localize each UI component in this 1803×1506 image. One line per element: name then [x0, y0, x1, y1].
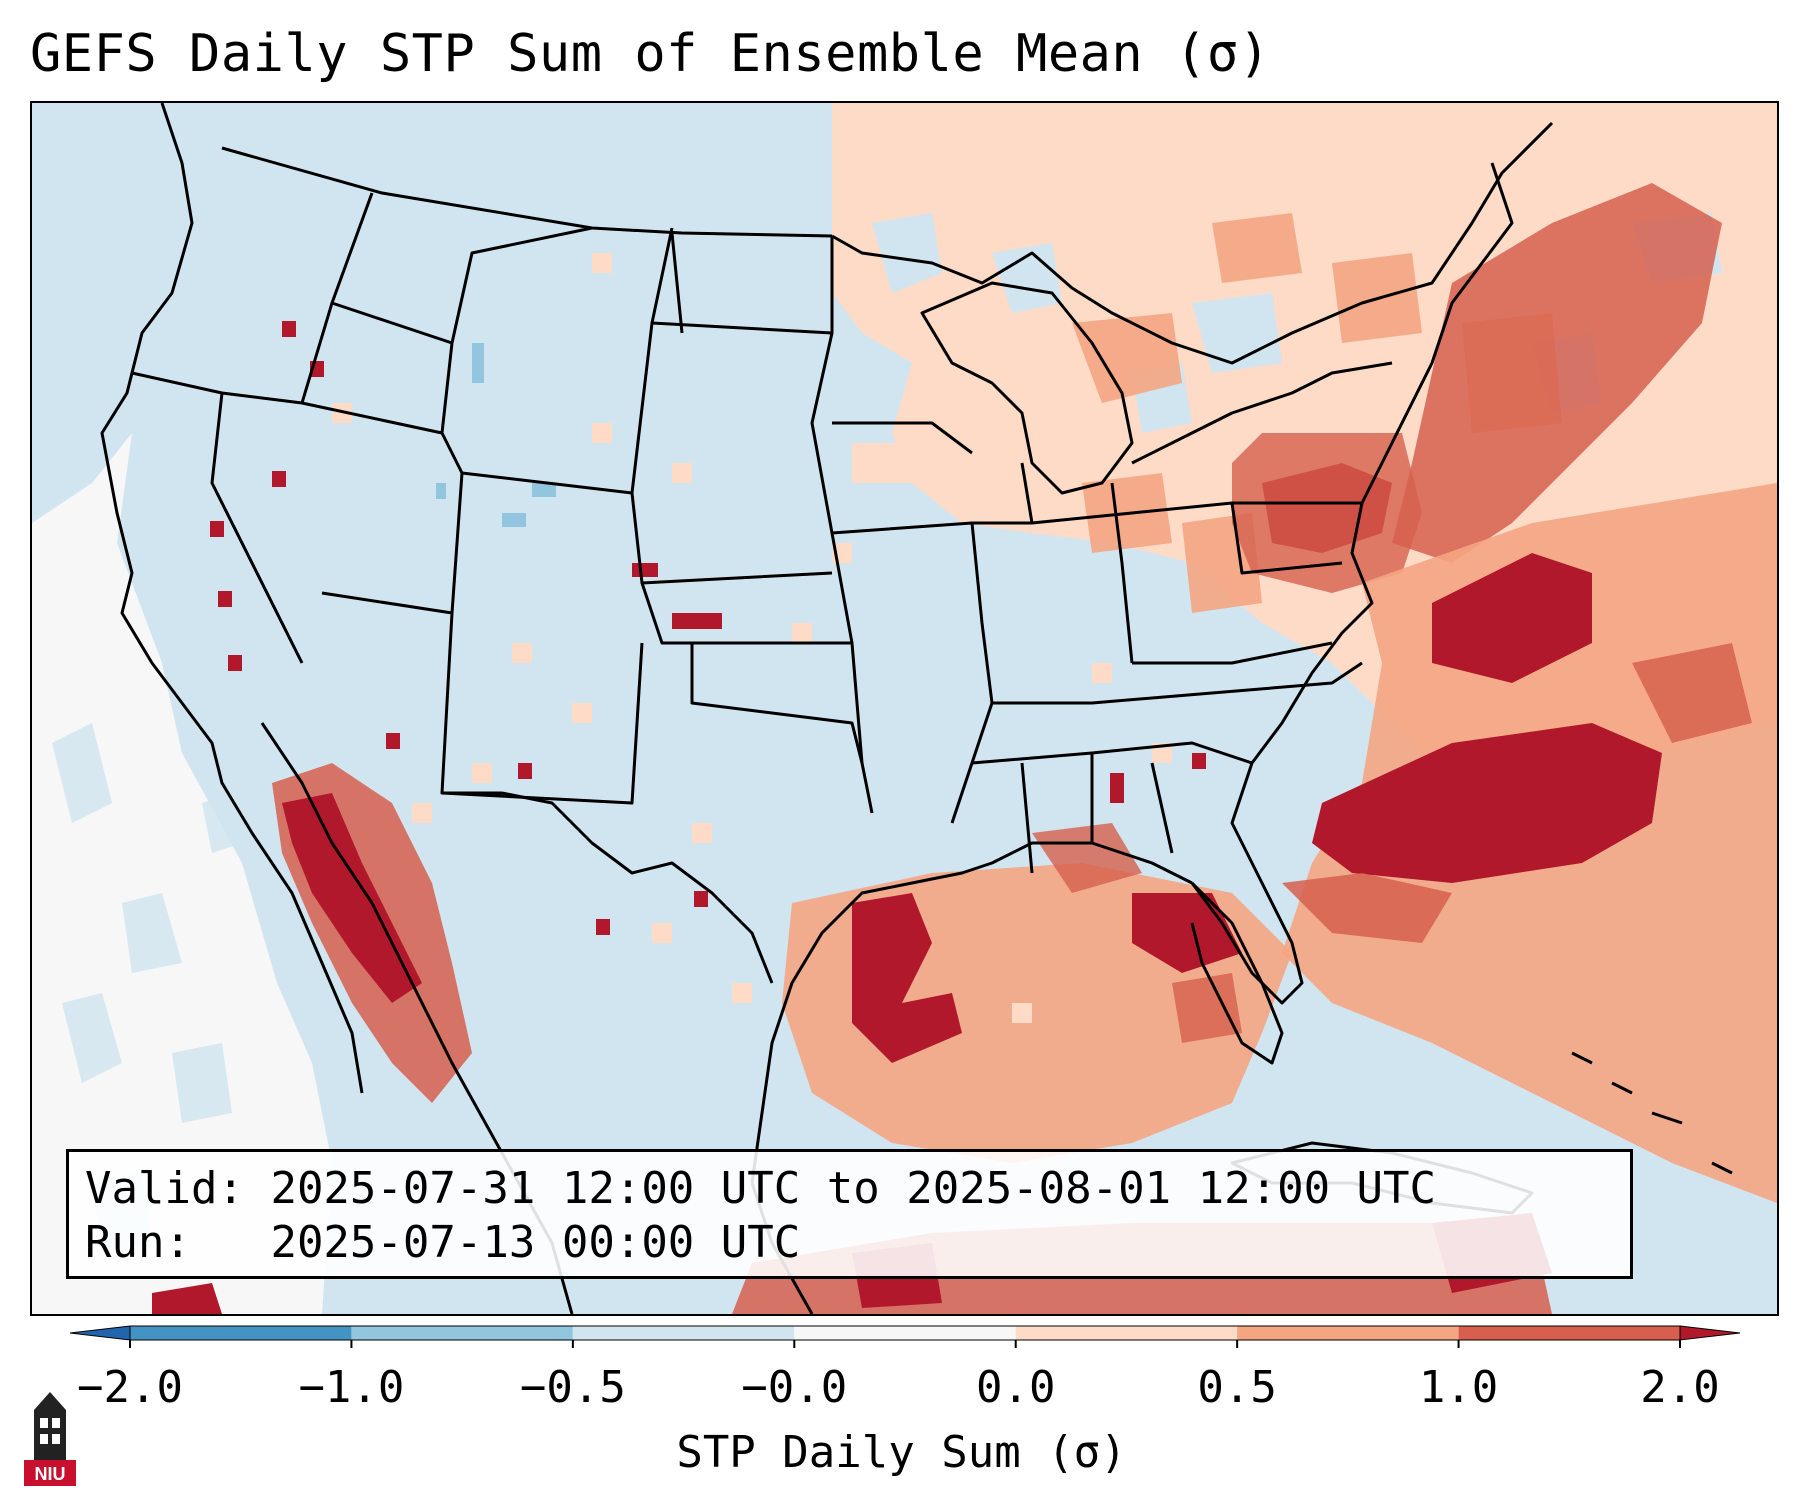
run-label: Run: — [85, 1217, 244, 1268]
atlantic-max-south — [1312, 723, 1662, 883]
gulf-of-california-max — [282, 793, 422, 1003]
negative-blue-specks — [436, 343, 556, 527]
gulf-salmon-east — [1032, 823, 1242, 1043]
state-lines-central — [641, 227, 994, 824]
valid-run-info-box: Valid: 2025-07-31 12:00 UTC to 2025-08-0… — [66, 1149, 1633, 1279]
university-tower-icon: NIU — [24, 1392, 76, 1486]
colorbar-segment — [1015, 1326, 1238, 1340]
northeast-band — [1392, 183, 1722, 563]
great-lakes-outline — [920, 281, 1134, 495]
map-panel — [30, 101, 1779, 1316]
gulf-max-west — [852, 893, 962, 1063]
colorbar-tick-label: −2.0 — [77, 1362, 183, 1413]
colorbar-under-arrow — [70, 1325, 131, 1341]
svg-text:NIU: NIU — [35, 1464, 66, 1484]
canada-ontario-line — [831, 121, 1554, 365]
colorbar — [70, 1325, 1740, 1348]
valid-value: 2025-07-31 12:00 UTC to 2025-08-01 12:00… — [270, 1163, 1437, 1214]
colorbar-tick-label: 0.5 — [1197, 1362, 1277, 1413]
colorbar-segment — [130, 1326, 352, 1340]
valid-label: Valid: — [85, 1163, 244, 1214]
east-coast — [1190, 162, 1514, 1005]
atlantic-red-halo — [1282, 643, 1752, 943]
colorbar-segment — [572, 1326, 795, 1340]
atlantic-max-north — [1432, 553, 1592, 683]
colorbar-tick-label: −0.0 — [741, 1362, 848, 1413]
stp-map — [32, 103, 1777, 1314]
rio-grande — [501, 791, 774, 984]
colorbar-tick-label: 1.0 — [1418, 1362, 1499, 1413]
florida-peninsula — [1190, 881, 1284, 1065]
pennsylvania-ring — [1232, 433, 1422, 593]
colorbar-tick-label: 2.0 — [1640, 1362, 1720, 1413]
colorbar-segment — [1458, 1326, 1680, 1340]
conus-dark-specks — [210, 321, 1206, 935]
colorbar-segment — [1237, 1326, 1459, 1340]
pacific-near-zero-area — [32, 433, 332, 1314]
caribbean-islands — [1571, 1051, 1733, 1175]
colorbar-tick-label: −0.5 — [519, 1362, 626, 1413]
colorbar-outline — [129, 1325, 1681, 1341]
state-lines-east — [971, 462, 1363, 874]
colorbar-tick-label: 0.0 — [975, 1362, 1056, 1413]
colorbar-segment — [351, 1326, 573, 1340]
pacific-speckle — [52, 723, 242, 1253]
west-coast — [100, 103, 364, 1094]
us-canada-border — [221, 146, 833, 238]
lake-erie-ontario — [1131, 361, 1393, 465]
run-value: 2025-07-13 00:00 UTC — [270, 1217, 801, 1268]
state-lines-west — [131, 192, 852, 805]
colorbar-over-arrow — [1679, 1325, 1740, 1341]
colorbar-tick-label: −1.0 — [298, 1362, 405, 1413]
colorbar-segment — [794, 1326, 1016, 1340]
colorbar-label: STP Daily Sum (σ) — [676, 1427, 1127, 1478]
map-title: GEFS Daily STP Sum of Ensemble Mean (σ) — [30, 24, 1271, 84]
